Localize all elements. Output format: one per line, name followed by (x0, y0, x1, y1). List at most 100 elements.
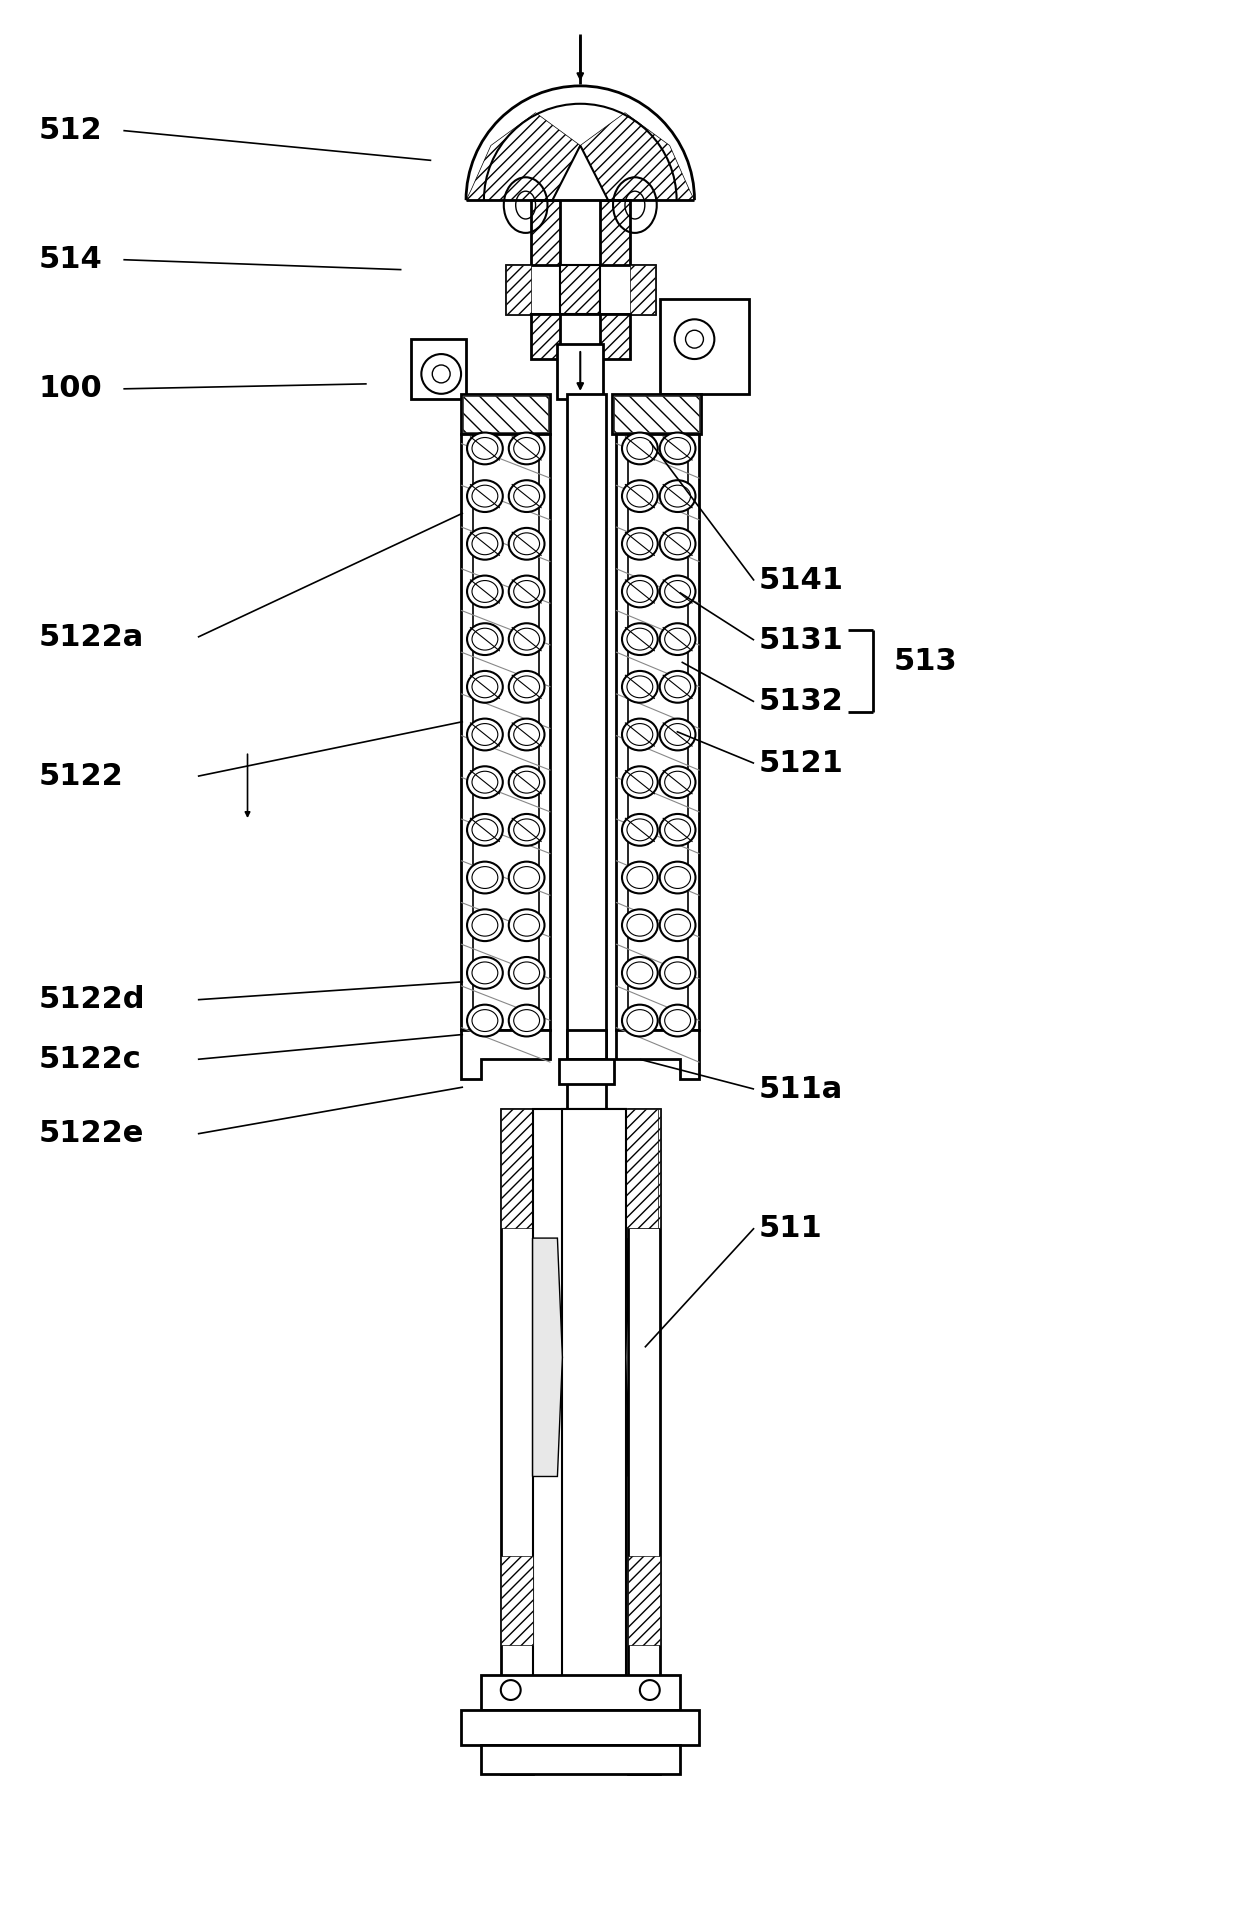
Bar (463, 396, 548, 432)
Bar (600, 201, 630, 314)
Ellipse shape (660, 719, 696, 750)
Bar (461, 394, 551, 434)
Bar (501, 1109, 533, 1228)
Bar (616, 434, 699, 1029)
Text: 100: 100 (38, 375, 103, 403)
Polygon shape (461, 1029, 551, 1078)
Ellipse shape (660, 480, 696, 512)
Ellipse shape (665, 723, 691, 746)
Ellipse shape (508, 719, 544, 750)
Polygon shape (553, 145, 608, 201)
Bar (501, 1556, 533, 1646)
Ellipse shape (622, 528, 657, 560)
Text: 5122c: 5122c (38, 1044, 141, 1075)
Bar (614, 396, 699, 432)
Ellipse shape (660, 862, 696, 893)
Bar (481, 1675, 680, 1709)
Ellipse shape (665, 677, 691, 698)
Ellipse shape (622, 1004, 657, 1036)
Bar (531, 201, 560, 314)
Ellipse shape (675, 319, 714, 359)
Ellipse shape (508, 623, 544, 656)
Ellipse shape (508, 671, 544, 704)
Ellipse shape (686, 331, 703, 348)
Ellipse shape (508, 432, 544, 465)
Ellipse shape (467, 671, 502, 704)
Bar (559, 1059, 614, 1084)
Ellipse shape (508, 1004, 544, 1036)
Ellipse shape (627, 581, 652, 602)
Ellipse shape (467, 576, 502, 608)
Bar (613, 394, 702, 434)
Ellipse shape (513, 629, 539, 650)
Bar (506, 264, 531, 314)
Ellipse shape (627, 1010, 652, 1031)
Ellipse shape (513, 581, 539, 602)
Ellipse shape (467, 719, 502, 750)
Bar (626, 1109, 657, 1228)
Ellipse shape (513, 486, 539, 507)
Text: 511: 511 (759, 1214, 823, 1243)
Bar (630, 264, 655, 314)
Ellipse shape (665, 866, 691, 889)
Ellipse shape (627, 438, 652, 459)
Ellipse shape (467, 432, 502, 465)
Ellipse shape (665, 771, 691, 793)
Ellipse shape (467, 767, 502, 797)
Ellipse shape (665, 962, 691, 985)
Ellipse shape (513, 677, 539, 698)
Ellipse shape (660, 432, 696, 465)
Ellipse shape (660, 623, 696, 656)
Bar (461, 1709, 699, 1744)
Bar (560, 264, 600, 314)
Bar (627, 1109, 660, 1228)
Text: 511a: 511a (759, 1075, 843, 1103)
Bar (412, 338, 466, 400)
Ellipse shape (513, 771, 539, 793)
Ellipse shape (472, 962, 497, 985)
Ellipse shape (622, 432, 657, 465)
Ellipse shape (665, 486, 691, 507)
Ellipse shape (660, 671, 696, 704)
Bar (481, 1744, 680, 1774)
Ellipse shape (665, 1010, 691, 1031)
Ellipse shape (467, 480, 502, 512)
Ellipse shape (622, 719, 657, 750)
Ellipse shape (627, 818, 652, 841)
Ellipse shape (627, 962, 652, 985)
Text: 5131: 5131 (759, 625, 844, 654)
Text: 513: 513 (893, 648, 957, 677)
Text: 512: 512 (38, 117, 103, 145)
Ellipse shape (627, 486, 652, 507)
Bar (558, 344, 603, 400)
Ellipse shape (627, 677, 652, 698)
Ellipse shape (622, 671, 657, 704)
Ellipse shape (433, 365, 450, 382)
Polygon shape (626, 1239, 627, 1476)
Ellipse shape (627, 914, 652, 937)
Ellipse shape (660, 528, 696, 560)
Bar (600, 314, 630, 359)
Text: 5122d: 5122d (38, 985, 145, 1013)
Ellipse shape (513, 818, 539, 841)
Ellipse shape (622, 910, 657, 941)
Ellipse shape (660, 958, 696, 989)
Ellipse shape (508, 576, 544, 608)
Ellipse shape (467, 528, 502, 560)
Ellipse shape (501, 1681, 521, 1700)
Text: 514: 514 (38, 245, 103, 273)
Bar (627, 1109, 660, 1774)
Ellipse shape (665, 581, 691, 602)
Ellipse shape (467, 1004, 502, 1036)
Text: 5132: 5132 (759, 686, 843, 717)
Bar (568, 1029, 606, 1059)
Ellipse shape (622, 576, 657, 608)
Polygon shape (616, 1029, 699, 1078)
Bar (501, 1109, 533, 1774)
Ellipse shape (665, 533, 691, 554)
Ellipse shape (467, 623, 502, 656)
Ellipse shape (627, 771, 652, 793)
Polygon shape (466, 113, 580, 201)
Ellipse shape (508, 815, 544, 845)
Ellipse shape (660, 767, 696, 797)
